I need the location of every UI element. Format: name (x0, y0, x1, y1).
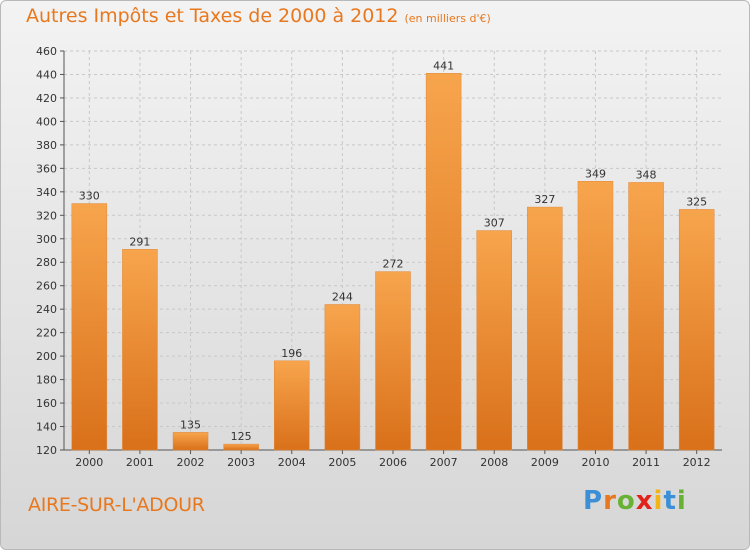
y-tick-label: 380 (36, 139, 57, 152)
x-tick-label-2001: 2001 (126, 456, 154, 469)
bars (71, 73, 715, 451)
bar-2003 (223, 443, 259, 451)
x-tick-label-2003: 2003 (227, 456, 255, 469)
bar-2012 (678, 209, 715, 451)
x-tick-label-2010: 2010 (581, 456, 609, 469)
bar-2002 (172, 432, 209, 451)
chart-title-text: Autres Impôts et Taxes de 2000 à 2012 (26, 5, 399, 27)
x-tick-label-2011: 2011 (632, 456, 660, 469)
x-tick-label-2007: 2007 (430, 456, 458, 469)
x-tick-label-2012: 2012 (683, 456, 711, 469)
y-tick-label: 400 (36, 115, 57, 128)
y-tick-label: 120 (36, 444, 57, 457)
y-tick-label: 420 (36, 92, 57, 105)
data-label-2008: 307 (484, 217, 505, 230)
data-label-2004: 196 (281, 347, 302, 360)
proxiti-logo: Proxiti (583, 486, 687, 516)
data-label-2000: 330 (79, 190, 100, 203)
y-tick-label: 460 (36, 45, 57, 58)
bar-2006 (375, 271, 411, 451)
y-tick-label: 220 (36, 327, 57, 340)
y-tick-label: 340 (36, 186, 57, 199)
bar-2011 (628, 182, 664, 451)
chart-unit: (en milliers d'€) (404, 12, 491, 25)
bar-2009 (527, 206, 563, 451)
bar-2008 (476, 230, 512, 451)
y-tick-label: 160 (36, 397, 57, 410)
y-tick-label: 260 (36, 280, 57, 293)
data-labels: 330 291 135 125 196 244 272 441 307 327 349 348 325 (79, 59, 707, 443)
y-tick-label: 300 (36, 233, 57, 246)
y-tick-label: 320 (36, 209, 57, 222)
data-label-2010: 349 (585, 167, 606, 180)
bar-2004 (274, 360, 310, 451)
y-tick-label: 240 (36, 303, 57, 316)
bar-2000 (71, 203, 108, 451)
x-tick-label-2005: 2005 (328, 456, 356, 469)
data-label-2003: 125 (231, 430, 252, 443)
data-label-2005: 244 (332, 290, 353, 303)
chart-title: Autres Impôts et Taxes de 2000 à 2012 (en… (26, 5, 491, 27)
bar-2001 (122, 249, 158, 451)
x-tick-label-2009: 2009 (531, 456, 559, 469)
data-label-2007: 441 (433, 59, 454, 72)
data-label-2009: 327 (534, 193, 555, 206)
x-tick-label-2000: 2000 (75, 456, 103, 469)
y-tick-label: 180 (36, 374, 57, 387)
y-tick-label: 440 (36, 68, 57, 81)
x-tick-label-2006: 2006 (379, 456, 407, 469)
y-tick-label: 360 (36, 162, 57, 175)
x-tick-label-2002: 2002 (177, 456, 205, 469)
data-label-2001: 291 (129, 235, 150, 248)
y-tick-labels: 120 140 160 180 200 220 240 260 280 300 320 340 360 3… (36, 45, 57, 457)
bar-2005 (324, 304, 361, 451)
y-tick-label: 200 (36, 350, 57, 363)
data-label-2011: 348 (636, 168, 657, 181)
bar-2007 (425, 73, 462, 451)
bar-2010 (577, 181, 614, 451)
x-tick-labels: 2000 2001 2002 2003 2004 2005 2006 2007 2008 2009… (75, 456, 710, 469)
x-tick-label-2004: 2004 (278, 456, 306, 469)
data-label-2012: 325 (686, 195, 707, 208)
y-tick-label: 280 (36, 256, 57, 269)
y-tick-label: 140 (36, 421, 57, 434)
data-label-2002: 135 (180, 418, 201, 431)
data-label-2006: 272 (383, 258, 404, 271)
x-tick-label-2008: 2008 (480, 456, 508, 469)
city-name: AIRE-SUR-L'ADOUR (28, 494, 205, 516)
